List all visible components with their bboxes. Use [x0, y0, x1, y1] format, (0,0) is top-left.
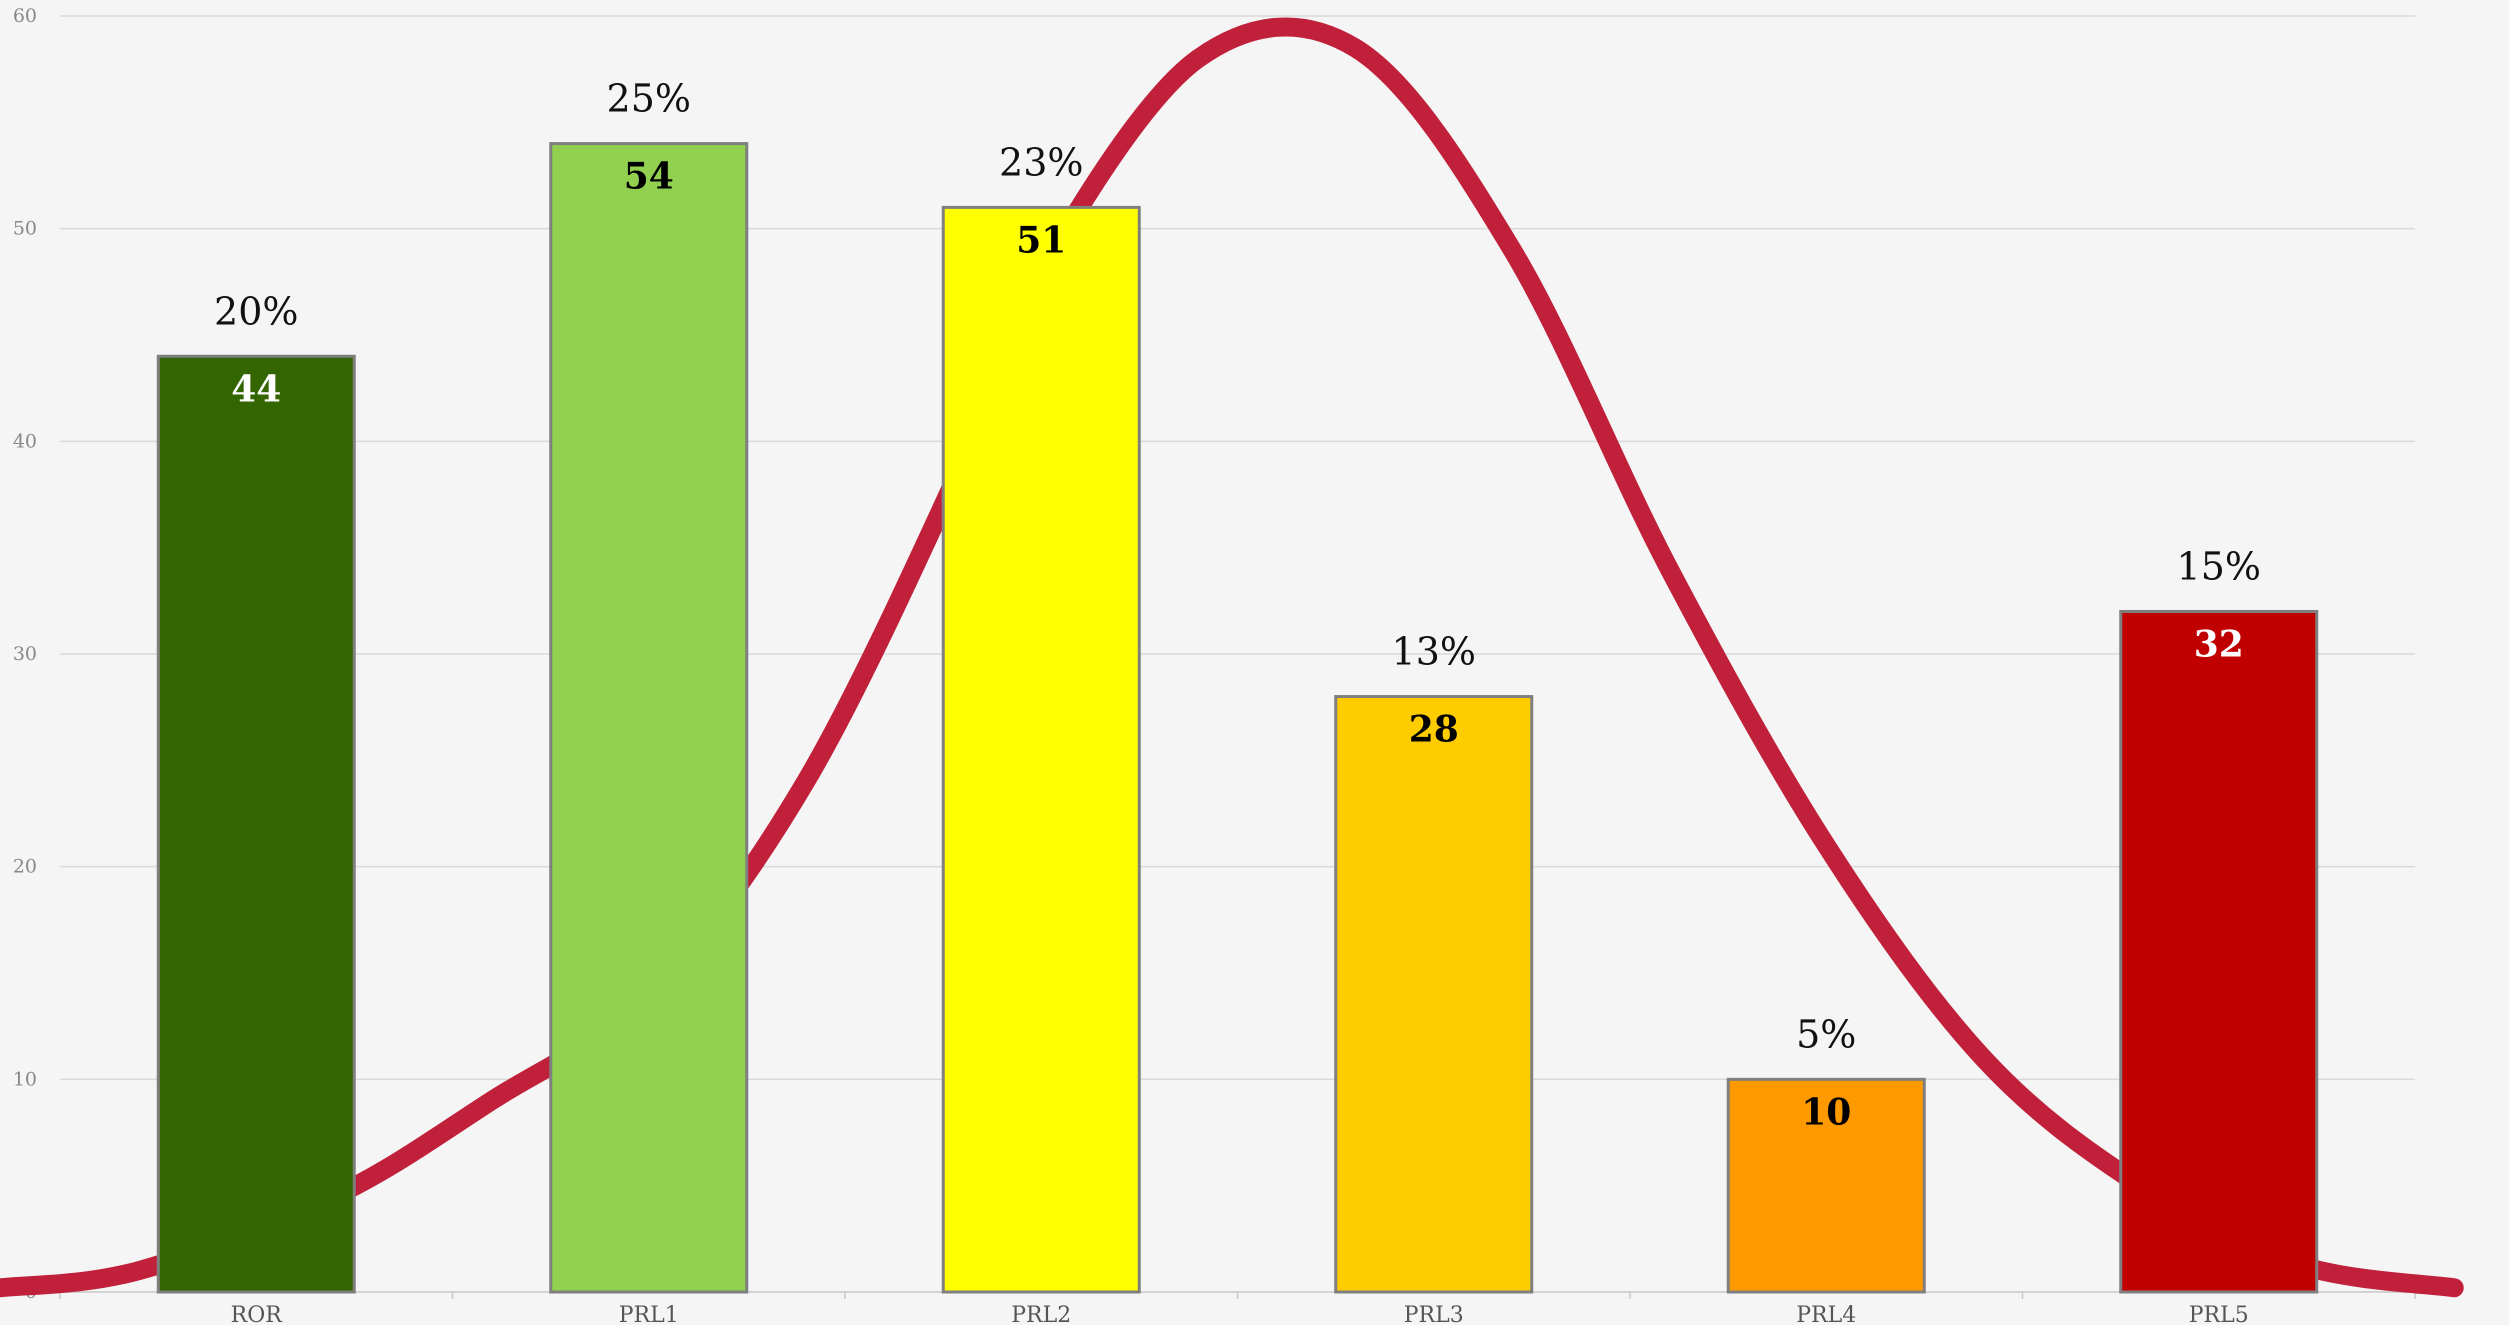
x-axis: ROR PRL1 PRL2 PRL3 PRL4 PRL5 — [59, 1292, 2416, 1325]
data-labels: 44 20% 54 25% 51 23% 28 13% 10 5% 32 15% — [214, 77, 2261, 1134]
x-tick-label: PRL1 — [619, 1303, 679, 1325]
gridlines — [60, 15, 2415, 1293]
overlay-curve — [0, 17, 2464, 1298]
bar-percent-label: 15% — [2177, 544, 2261, 588]
bars — [156, 142, 2319, 1294]
bar — [156, 354, 356, 1294]
x-tick-label: PRL2 — [1011, 1303, 1071, 1325]
x-tick-label: PRL5 — [2189, 1303, 2249, 1325]
x-tick-label: ROR — [231, 1303, 284, 1325]
bar-percent-label: 13% — [1392, 630, 1476, 674]
y-tick-label: 10 — [13, 1068, 37, 1090]
y-tick-label: 20 — [13, 856, 37, 878]
bar-value-label: 28 — [1409, 709, 1459, 751]
bar — [2119, 609, 2319, 1294]
bar-percent-label: 25% — [607, 77, 691, 121]
bar — [941, 205, 1141, 1294]
bar — [1334, 695, 1534, 1294]
bar-value-label: 51 — [1016, 219, 1066, 261]
bar-percent-label: 20% — [214, 289, 298, 333]
y-tick-label: 60 — [13, 5, 37, 27]
y-tick-label: 50 — [13, 218, 37, 240]
bar — [549, 142, 749, 1294]
bar-percent-label: 5% — [1796, 1012, 1856, 1056]
bar-value-label: 44 — [231, 368, 281, 410]
y-tick-label: 40 — [13, 430, 37, 452]
x-tick-label: PRL4 — [1796, 1303, 1856, 1325]
bar — [1726, 1077, 1926, 1294]
y-tick-label: 30 — [13, 643, 37, 665]
x-tick-label: PRL3 — [1404, 1303, 1464, 1325]
bar-value-label: 10 — [1801, 1091, 1851, 1133]
bar-value-label: 32 — [2194, 623, 2244, 665]
bar-percent-label: 23% — [999, 140, 1083, 184]
bar-value-label: 54 — [624, 156, 674, 198]
distribution-curve-line — [0, 17, 2464, 1298]
